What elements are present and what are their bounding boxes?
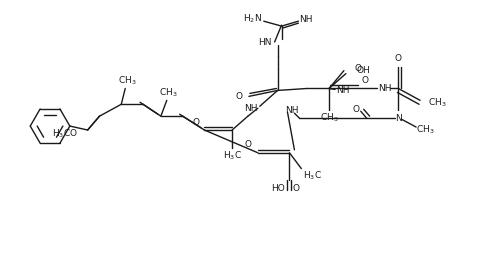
Text: NH: NH [299, 15, 312, 24]
Text: H$_3$C: H$_3$C [222, 149, 241, 162]
Text: CH$_3$: CH$_3$ [415, 124, 434, 136]
Text: O: O [351, 105, 359, 114]
Text: H$_3$CO: H$_3$CO [52, 128, 78, 140]
Text: O: O [244, 140, 251, 149]
Text: NH: NH [244, 104, 257, 113]
Text: CH$_3$: CH$_3$ [319, 112, 337, 124]
Text: NH: NH [336, 86, 349, 95]
Text: OH: OH [356, 66, 370, 75]
Text: H$_2$N: H$_2$N [242, 13, 261, 26]
Text: NH: NH [284, 106, 298, 115]
Text: H$_3$C: H$_3$C [303, 169, 322, 182]
Text: O: O [192, 118, 200, 127]
Text: CH$_3$: CH$_3$ [427, 96, 446, 109]
Text: HO: HO [270, 184, 284, 193]
Text: CH$_3$: CH$_3$ [159, 86, 178, 99]
Text: CH$_3$: CH$_3$ [118, 74, 136, 87]
Text: N: N [394, 114, 401, 123]
Text: O: O [236, 92, 242, 101]
Text: O: O [354, 64, 361, 73]
Text: HN: HN [258, 38, 271, 47]
Text: O: O [394, 54, 401, 63]
Text: O: O [292, 184, 299, 193]
Text: O: O [360, 76, 367, 85]
Text: NH: NH [378, 84, 391, 93]
